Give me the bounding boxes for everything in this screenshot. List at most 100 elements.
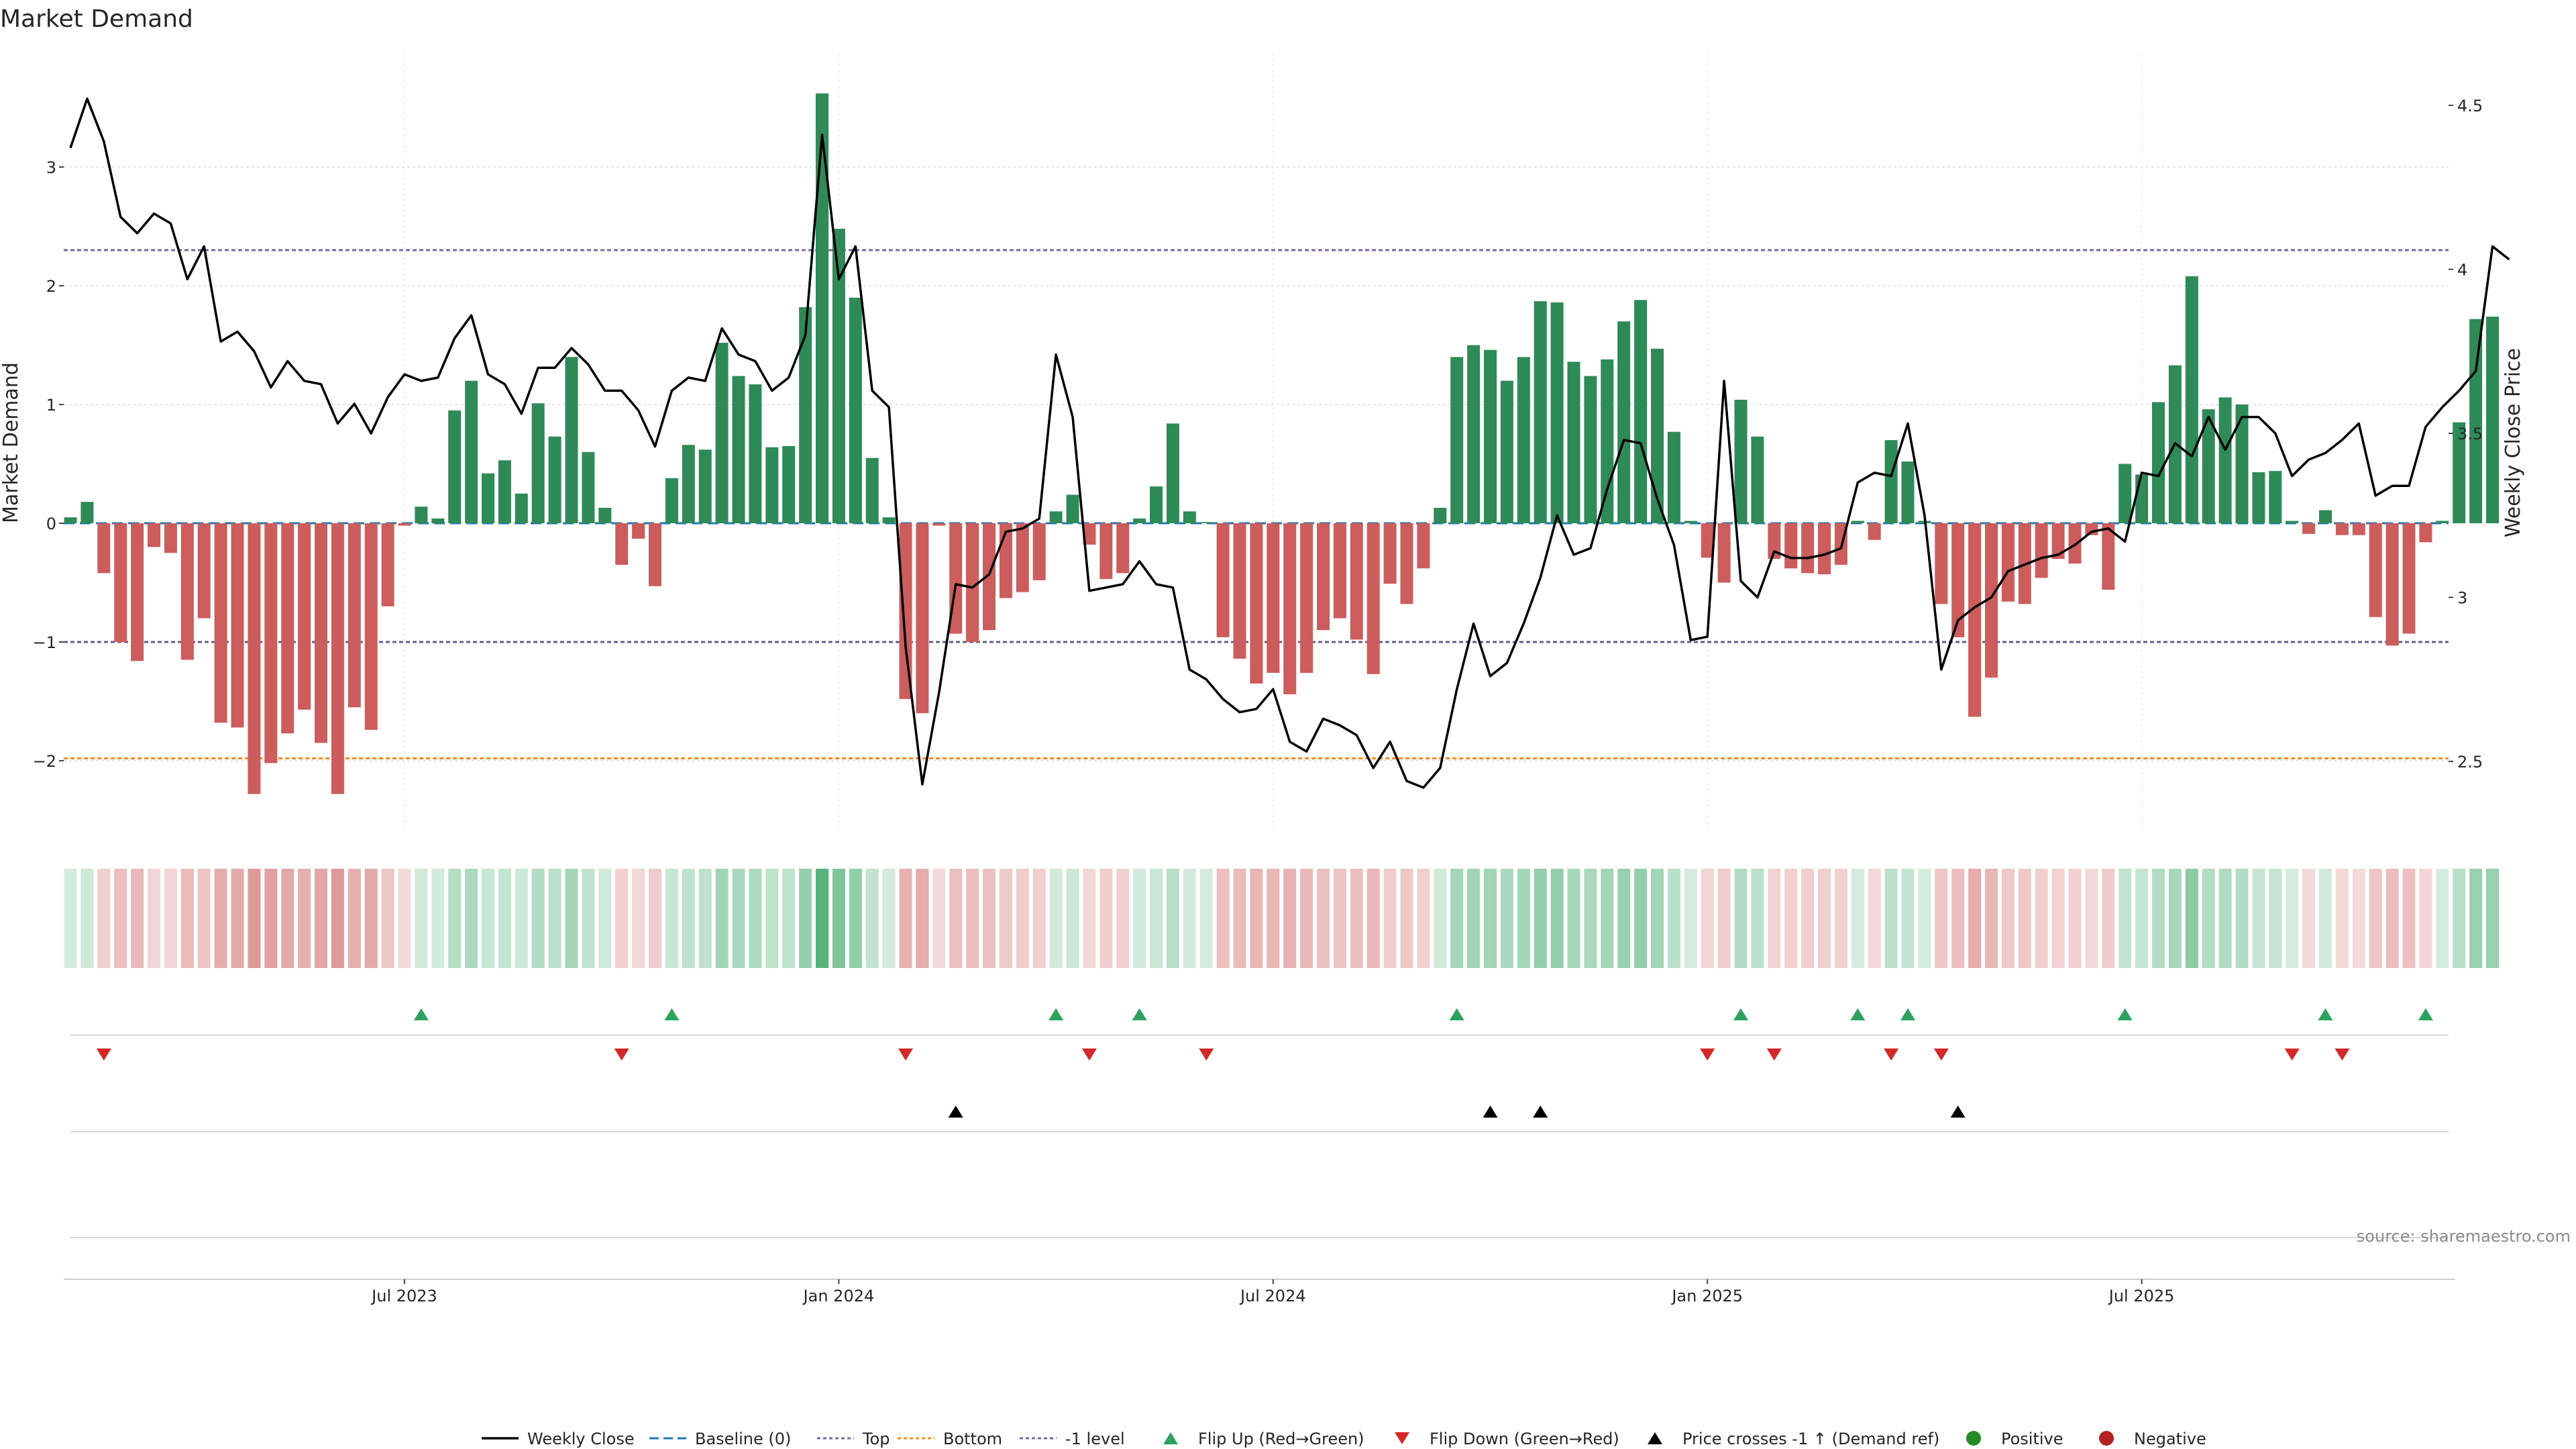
demand-bar [2001,523,2015,602]
heatmap-cell [2051,869,2065,968]
heatmap-cell [1801,869,1815,968]
demand-bar [1601,359,1614,523]
flip-down-marker [614,1049,629,1061]
heatmap-cell [1651,869,1664,968]
heatmap-cell [765,869,779,968]
demand-bar [1734,399,1748,523]
demand-bar [1150,486,1163,523]
demand-bar [632,523,645,539]
heatmap-cell [832,869,845,968]
heatmap-cell [632,869,645,968]
demand-bar [1701,523,1714,558]
heatmap-cell [1066,869,1079,968]
heatmap-cell [2302,869,2316,968]
y-axis-ticks: 3 2 1 0 −1 −2 4.5 4 3.5 3 2.5 [33,97,2483,771]
heatmap-cell [582,869,595,968]
y-left-tick-label: 2 [46,277,56,296]
demand-bar [364,523,378,730]
demand-bar [1500,380,1513,523]
demand-bar [782,445,796,523]
y-left-tick-label: 3 [46,158,56,177]
heatmap-cell [2135,869,2149,968]
demand-bar [1183,511,1196,523]
heatmap-cell [1049,869,1063,968]
heatmap-cell [1450,869,1464,968]
demand-bar [2402,523,2416,634]
heatmap-cell [799,869,812,968]
heatmap-cell [749,869,762,968]
heatmap-cell [381,869,394,968]
heatmap-cell [64,869,77,968]
demand-bar [1768,523,1781,559]
demand-bar [682,445,695,523]
heatmap-cell [2419,869,2432,968]
demand-bar [1450,357,1464,523]
demand-bar [1868,523,1881,540]
demand-bar [1584,376,1597,523]
heatmap-cell [2235,869,2249,968]
demand-bar [732,376,745,523]
legend-label: Flip Down (Green→Red) [1430,1430,1619,1448]
demand-bar [1818,523,1831,575]
demand-bar [2051,523,2065,559]
demand-bar [2202,409,2215,523]
demand-bar [180,523,194,660]
demand-bar [1333,523,1346,619]
demand-bar [1985,523,1998,678]
heatmap-cell [498,869,511,968]
y-right-tick-label: 4 [2457,261,2467,280]
heatmap-cell [1901,869,1915,968]
demand-bar [2436,521,2449,523]
flip-up-marker [2418,1008,2433,1020]
demand-bar [932,523,946,526]
demand-bar [2335,523,2349,535]
heatmap-cell [849,869,862,968]
demand-bar [1467,345,1481,523]
demand-bar [231,523,244,728]
heatmap-cell [298,869,311,968]
demand-bar [1116,523,1130,574]
demand-bar [849,297,862,523]
flip-down-marker [2284,1049,2300,1061]
heatmap-cell [531,869,545,968]
heatmap-cell [2218,869,2232,968]
demand-bar [2252,472,2265,523]
demand-bar [1968,523,1982,717]
heatmap-cell [598,869,612,968]
price-cross-marker [1533,1106,1548,1118]
demand-bar [1434,507,1447,523]
x-tick-label: Jul 2025 [2108,1287,2175,1305]
heatmap-cell [1550,869,1564,968]
demand-bar [1684,521,1697,523]
heatmap-cell [1818,869,1831,968]
demand-bar [548,436,561,523]
heatmap-cell [1300,869,1313,968]
heatmap-cell [2118,869,2132,968]
heatmap-cell [1417,869,1430,968]
flip-up-marker [664,1008,680,1020]
heatmap-cell [2385,869,2399,968]
demand-bar [1667,431,1680,523]
heatmap-cell [97,869,111,968]
heatmap-cell [1267,869,1280,968]
heatmap-cell [2068,869,2082,968]
heatmap-cell [865,869,879,968]
demand-bar [1851,521,1864,523]
demand-bar [2453,422,2466,523]
heatmap-cell [1951,869,1965,968]
heatmap-cell [1250,869,1263,968]
heatmap-cell [1233,869,1246,968]
heatmap-cell [966,869,979,968]
flip-up-marker [1449,1008,1464,1020]
heatmap-cell [1935,869,1948,968]
demand-bar [80,502,94,523]
demand-bar [2218,397,2232,523]
heatmap-cell [1317,869,1330,968]
demand-bar [2102,523,2115,590]
demand-bar [164,523,177,553]
heatmap-cell [2152,869,2165,968]
demand-bar [1233,523,1246,659]
demand-bar [816,93,828,523]
flip-down-marker [1081,1049,1097,1061]
